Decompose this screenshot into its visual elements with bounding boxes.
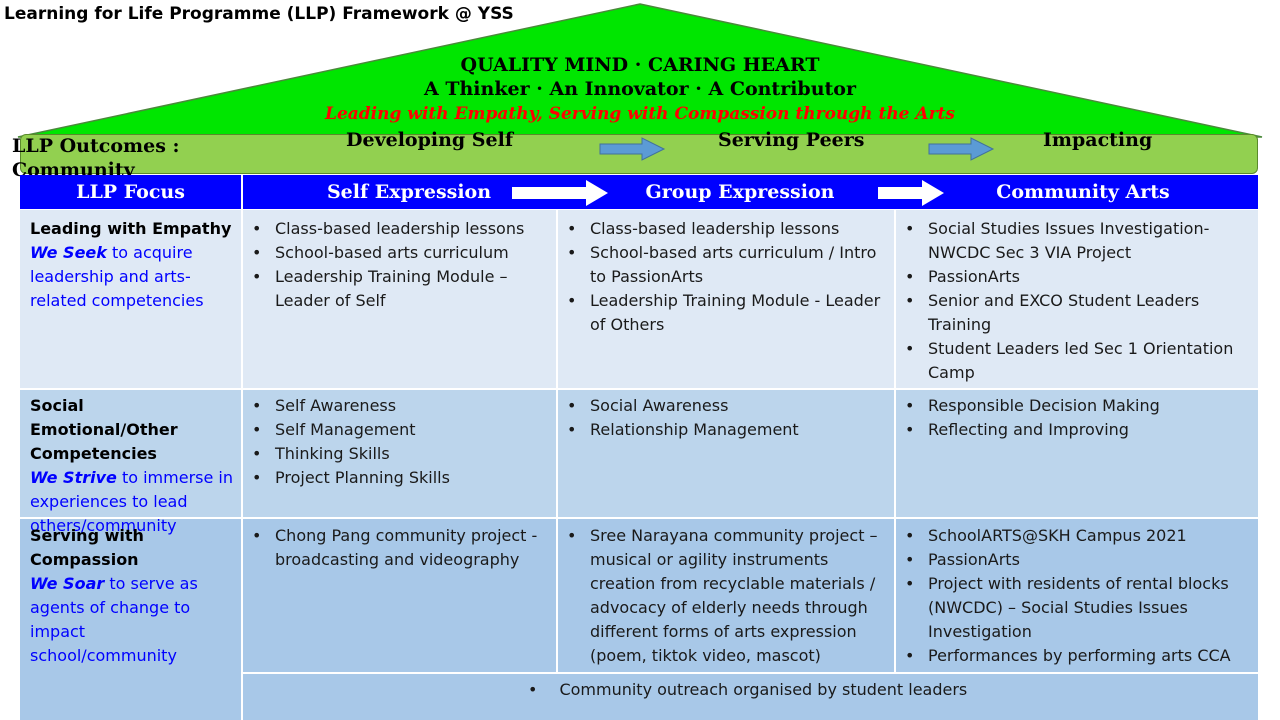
focus-header-bar <box>20 175 1258 209</box>
focus-community-arts: Community Arts <box>996 181 1170 203</box>
list-item: Self Awareness <box>246 394 552 418</box>
column-divider <box>241 210 243 720</box>
focus-label-rest: to acquire leadership and arts-related c… <box>30 243 204 310</box>
focus-group-expression: Group Expression <box>645 181 835 203</box>
list-item: Responsible Decision Making <box>899 394 1255 418</box>
cell-list: SchoolARTS@SKH Campus 2021 PassionArts P… <box>899 524 1255 668</box>
focus-label-head: Social Emotional/Other Competencies <box>30 396 178 463</box>
arrow-right-icon <box>512 180 608 206</box>
roof-values: QUALITY MIND · CARING HEART <box>460 54 820 76</box>
focus-label-social-emotional: Social Emotional/Other Competencies We St… <box>30 394 235 538</box>
list-item: School-based arts curriculum <box>246 241 552 265</box>
community-outreach-note: Community outreach organised by student … <box>528 678 967 702</box>
list-item: Performances by performing arts CCA <box>899 644 1255 668</box>
we-word: We Soar <box>30 574 105 593</box>
cell-list: Class-based leadership lessons School-ba… <box>246 217 552 313</box>
list-item: Leadership Training Module - Leader of O… <box>561 289 891 337</box>
list-item: Leadership Training Module – Leader of S… <box>246 265 552 313</box>
column-divider <box>556 210 558 672</box>
cell-list: Self Awareness Self Management Thinking … <box>246 394 552 490</box>
list-item: School-based arts curriculum / Intro to … <box>561 241 891 289</box>
list-item: SchoolARTS@SKH Campus 2021 <box>899 524 1255 548</box>
list-item: Social Awareness <box>561 394 891 418</box>
row-divider <box>241 672 1258 674</box>
list-item: Relationship Management <box>561 418 891 442</box>
column-divider <box>894 210 896 672</box>
focus-label-rest: to immerse in experiences to lead others… <box>30 468 233 535</box>
arrow-right-icon <box>928 137 995 161</box>
list-item: PassionArts <box>899 548 1255 572</box>
outcome-impacting: Impacting <box>1043 129 1153 151</box>
cell-list: Class-based leadership lessons School-ba… <box>561 217 891 337</box>
arrow-right-icon <box>599 137 666 161</box>
roof-attributes: A Thinker · An Innovator · A Contributor <box>424 78 856 100</box>
focus-label-rest: to serve as agents of change to impact s… <box>30 574 198 665</box>
focus-label-leading-with-empathy: Leading with Empathy We Seek to acquire l… <box>30 217 235 313</box>
list-item: Self Management <box>246 418 552 442</box>
list-item: Class-based leadership lessons <box>246 217 552 241</box>
focus-label-serving-with-compassion: Serving with Compassion We Soar to serve … <box>30 524 235 668</box>
focus-label-head: Serving with Compassion <box>30 526 144 569</box>
outcome-serving-peers: Serving Peers <box>718 129 865 151</box>
we-word: We Strive <box>30 468 117 487</box>
outcome-developing-self: Developing Self <box>346 129 514 151</box>
list-item: Thinking Skills <box>246 442 552 466</box>
focus-label-head: Leading with Empathy <box>30 219 232 238</box>
list-item: Class-based leadership lessons <box>561 217 891 241</box>
cell-list: Sree Narayana community project – musica… <box>561 524 891 668</box>
cell-list: Chong Pang community project - broadcast… <box>246 524 552 572</box>
cell-list: Responsible Decision Making Reflecting a… <box>899 394 1255 442</box>
list-item: Project with residents of rental blocks … <box>899 572 1255 644</box>
cell-list: Social Awareness Relationship Management <box>561 394 891 442</box>
roof-motto: Leading with Empathy, Serving with Compa… <box>325 104 955 124</box>
we-word: We Seek <box>30 243 107 262</box>
list-item: Sree Narayana community project – musica… <box>561 524 891 668</box>
cell-list: Social Studies Issues Investigation- NWC… <box>899 217 1255 385</box>
row-divider <box>20 517 1258 519</box>
list-item: Chong Pang community project - broadcast… <box>246 524 552 572</box>
list-item: Senior and EXCO Student Leaders Training <box>899 289 1255 337</box>
list-item: Project Planning Skills <box>246 466 552 490</box>
focus-header-label: LLP Focus <box>76 181 185 203</box>
page-title: Learning for Life Programme (LLP) Framew… <box>4 4 514 24</box>
list-item: Social Studies Issues Investigation- NWC… <box>899 217 1255 265</box>
list-item: Student Leaders led Sec 1 Orientation Ca… <box>899 337 1255 385</box>
list-item: Reflecting and Improving <box>899 418 1255 442</box>
focus-divider <box>241 175 243 209</box>
row-divider <box>20 388 1258 390</box>
list-item: PassionArts <box>899 265 1255 289</box>
focus-self-expression: Self Expression <box>326 181 492 203</box>
arrow-right-icon <box>878 180 944 206</box>
